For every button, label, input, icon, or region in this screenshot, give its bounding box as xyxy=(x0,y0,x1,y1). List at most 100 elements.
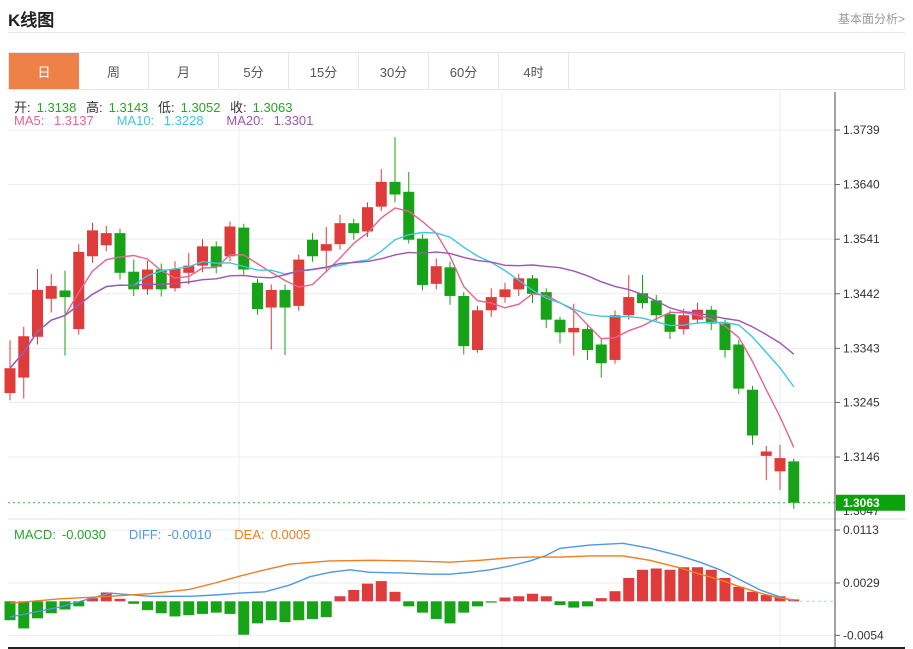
candle-body xyxy=(59,290,71,298)
candle-body xyxy=(664,314,676,332)
candle-body xyxy=(252,282,263,310)
macd-bar xyxy=(183,601,195,616)
candle-body xyxy=(513,278,525,290)
tab-15min[interactable]: 15分 xyxy=(289,53,359,89)
tab-4hour[interactable]: 4时 xyxy=(499,53,569,89)
ma10-line xyxy=(9,231,795,388)
macd-bar xyxy=(472,601,483,607)
candle-body xyxy=(747,389,758,436)
macd-bar xyxy=(650,568,662,602)
macd-bar xyxy=(389,591,401,602)
close-label: 收: xyxy=(230,100,247,115)
candle-body xyxy=(719,323,731,351)
candle-body xyxy=(73,251,85,330)
macd-bar xyxy=(678,567,690,602)
open-label: 开: xyxy=(14,100,31,115)
candle-body xyxy=(279,289,291,308)
ma20-line xyxy=(9,251,795,369)
ma-info-row: MA5: 1.3137 MA10: 1.3228 MA20: 1.3301 xyxy=(14,113,325,128)
candle-body xyxy=(265,289,277,308)
axis-tick-label: 1.3640 xyxy=(843,178,880,192)
macd-bar xyxy=(417,601,428,613)
candle-body xyxy=(582,329,593,351)
low-label: 低: xyxy=(158,100,175,115)
candle-body xyxy=(362,207,373,232)
open-value: 1.3138 xyxy=(36,100,77,115)
candle-body xyxy=(334,223,346,245)
candle-body xyxy=(540,292,552,320)
candle-body xyxy=(4,368,16,394)
candle-body xyxy=(417,238,428,285)
candle-body xyxy=(142,269,153,290)
candle-body xyxy=(499,289,511,298)
candle-body xyxy=(100,233,112,246)
macd-bar xyxy=(458,601,470,613)
macd-bar xyxy=(444,601,456,624)
macd-bar xyxy=(293,601,305,621)
candle-body xyxy=(183,265,195,273)
macd-bar xyxy=(169,601,181,617)
tab-month[interactable]: 月 xyxy=(149,53,219,89)
diff-line xyxy=(9,542,796,618)
macd-bar xyxy=(719,577,731,602)
tab-30min[interactable]: 30分 xyxy=(359,53,429,89)
candle-body xyxy=(623,297,635,316)
candle-body xyxy=(389,181,401,195)
macd-bar xyxy=(568,601,580,608)
tab-60min[interactable]: 60分 xyxy=(429,53,499,89)
macd-bar xyxy=(692,567,703,602)
candle-body xyxy=(18,336,30,378)
macd-bar xyxy=(705,569,717,602)
candle-body xyxy=(705,309,717,324)
candle-body xyxy=(678,315,690,330)
macd-bar xyxy=(155,601,167,614)
candle-body xyxy=(210,246,222,267)
candle-body xyxy=(774,458,786,472)
candle-body xyxy=(307,239,318,257)
macd-bar xyxy=(375,581,387,602)
macd-bar xyxy=(265,601,277,621)
candle-body xyxy=(788,461,800,503)
low-value: 1.3052 xyxy=(180,100,221,115)
macd-bar xyxy=(348,589,360,602)
high-label: 高: xyxy=(86,100,103,115)
tab-5min[interactable]: 5分 xyxy=(219,53,289,89)
candle-body xyxy=(733,344,745,389)
candle-body xyxy=(224,226,236,257)
macd-bar xyxy=(430,601,442,619)
axis-tick-label: 1.3245 xyxy=(843,395,880,409)
candle-body xyxy=(637,293,648,304)
tab-week[interactable]: 周 xyxy=(79,53,149,89)
axis-tick-label: 0.0113 xyxy=(843,523,879,537)
macd-bar xyxy=(224,601,236,614)
macd-bar xyxy=(747,591,758,602)
ohlc-info-row: 开: 1.3138 高: 1.3143 低: 1.3052 收: 1.3063 xyxy=(14,97,298,116)
last-price-badge-text: 1.3063 xyxy=(843,496,880,510)
macd-bar xyxy=(623,577,635,602)
macd-bar xyxy=(114,598,126,602)
tab-day[interactable]: 日 xyxy=(9,53,79,89)
axis-tick-label: 1.3739 xyxy=(843,123,880,137)
ma5-line xyxy=(9,207,795,448)
axis-tick-label: 1.3343 xyxy=(843,341,880,355)
candle-body xyxy=(430,266,442,284)
candle-body xyxy=(348,223,360,234)
fundamental-analysis-link[interactable]: 基本面分析> xyxy=(837,12,905,26)
diff-value: DIFF: -0.0010 xyxy=(128,527,212,542)
candle-body xyxy=(403,191,415,240)
candle-body xyxy=(155,269,167,290)
ma5-value: MA5: 1.3137 xyxy=(14,113,94,128)
candle-body xyxy=(32,289,43,337)
candle-body xyxy=(87,230,98,257)
candle-body xyxy=(527,278,538,294)
dea-line xyxy=(9,555,796,604)
macd-bar xyxy=(760,594,772,602)
macd-bar xyxy=(582,601,593,607)
macd-bar xyxy=(128,601,140,604)
macd-bar xyxy=(142,601,153,611)
period-tabbar: 日 周 月 5分 15分 30分 60分 4时 xyxy=(8,52,905,90)
macd-bar xyxy=(637,569,648,602)
candle-body xyxy=(320,244,332,251)
high-value: 1.3143 xyxy=(108,100,149,115)
